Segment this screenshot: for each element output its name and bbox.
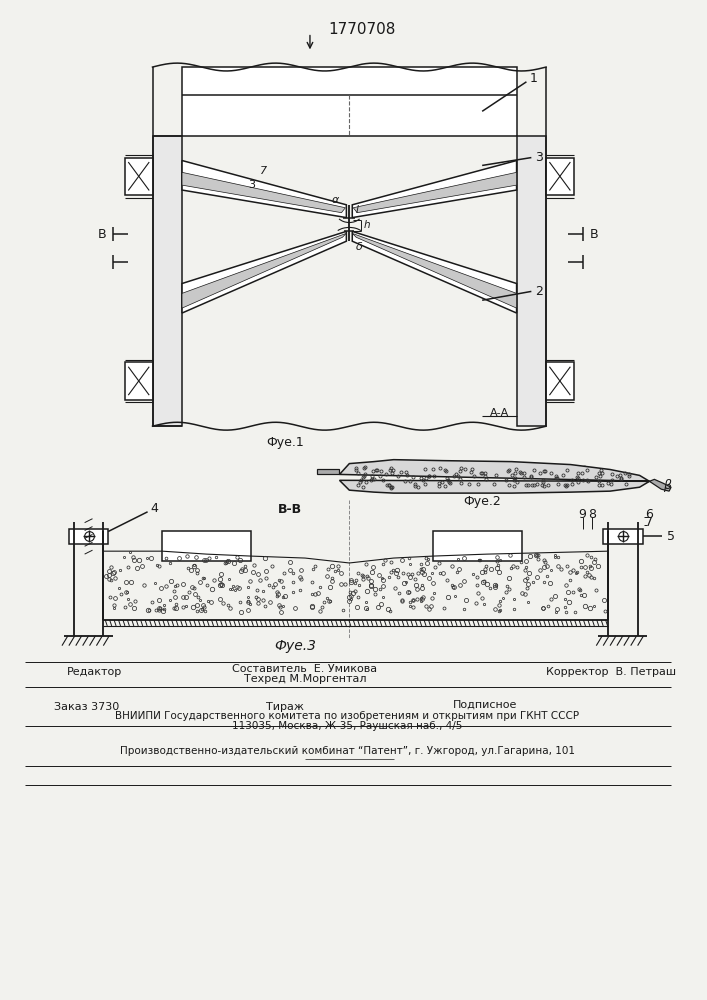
Text: Составитель  Е. Умикова: Составитель Е. Умикова [233, 664, 378, 674]
Polygon shape [182, 67, 517, 136]
Text: 1770708: 1770708 [329, 22, 396, 37]
Text: δ: δ [356, 242, 363, 252]
Text: β: β [663, 479, 671, 492]
Polygon shape [182, 172, 346, 213]
Text: 8: 8 [588, 508, 597, 521]
Polygon shape [182, 233, 346, 308]
Text: Тираж: Тираж [266, 702, 304, 712]
Text: 3: 3 [248, 180, 255, 190]
Polygon shape [603, 529, 643, 544]
Polygon shape [125, 362, 153, 400]
Polygon shape [182, 231, 346, 313]
Text: 3: 3 [535, 151, 543, 164]
Text: ВНИИПИ Государственного комитета по изобретениям и открытиям при ГКНТ СССР: ВНИИПИ Государственного комитета по изоб… [115, 711, 580, 721]
Text: Производственно-издательский комбинат “Патент”, г. Ужгород, ул.Гагарина, 101: Производственно-издательский комбинат “П… [120, 746, 575, 756]
Polygon shape [317, 469, 339, 474]
Polygon shape [354, 172, 517, 213]
Polygon shape [546, 158, 573, 195]
Text: B: B [590, 228, 598, 241]
Text: 1: 1 [530, 72, 537, 85]
Text: 4: 4 [151, 502, 158, 515]
Text: B: B [98, 228, 106, 241]
Text: 7: 7 [645, 516, 653, 529]
Polygon shape [69, 529, 108, 544]
Text: 9: 9 [578, 508, 587, 521]
Text: 5: 5 [667, 530, 675, 543]
Polygon shape [352, 233, 517, 308]
Text: А-А: А-А [490, 408, 510, 418]
Polygon shape [339, 460, 650, 493]
Text: α: α [332, 195, 339, 205]
Polygon shape [650, 479, 671, 491]
Polygon shape [163, 531, 251, 561]
Text: Фуе.3: Фуе.3 [274, 639, 316, 653]
Polygon shape [125, 158, 153, 195]
Polygon shape [153, 136, 182, 426]
Text: 113035, Москва, Ж-35, Раушская наб., 4/5: 113035, Москва, Ж-35, Раушская наб., 4/5 [232, 721, 462, 731]
Polygon shape [352, 161, 517, 218]
Polygon shape [182, 161, 346, 218]
Text: Фуе.2: Фуе.2 [463, 495, 501, 508]
Text: Техред М.Моргентал: Техред М.Моргентал [244, 674, 366, 684]
Text: Корректор  В. Петраш: Корректор В. Петраш [546, 667, 676, 677]
Polygon shape [546, 362, 573, 400]
Text: 6: 6 [645, 508, 653, 521]
Polygon shape [433, 531, 522, 561]
Polygon shape [352, 231, 517, 313]
Text: Фуе.1: Фуе.1 [267, 436, 304, 449]
Text: Подписное: Подписное [452, 700, 517, 710]
Text: l: l [356, 205, 358, 215]
Polygon shape [517, 136, 546, 426]
Text: Заказ 3730: Заказ 3730 [54, 702, 119, 712]
Text: h: h [363, 220, 370, 230]
Text: В-В: В-В [279, 503, 303, 516]
Text: Редактор: Редактор [67, 667, 122, 677]
Text: 7: 7 [260, 166, 267, 176]
Text: 2: 2 [535, 285, 543, 298]
